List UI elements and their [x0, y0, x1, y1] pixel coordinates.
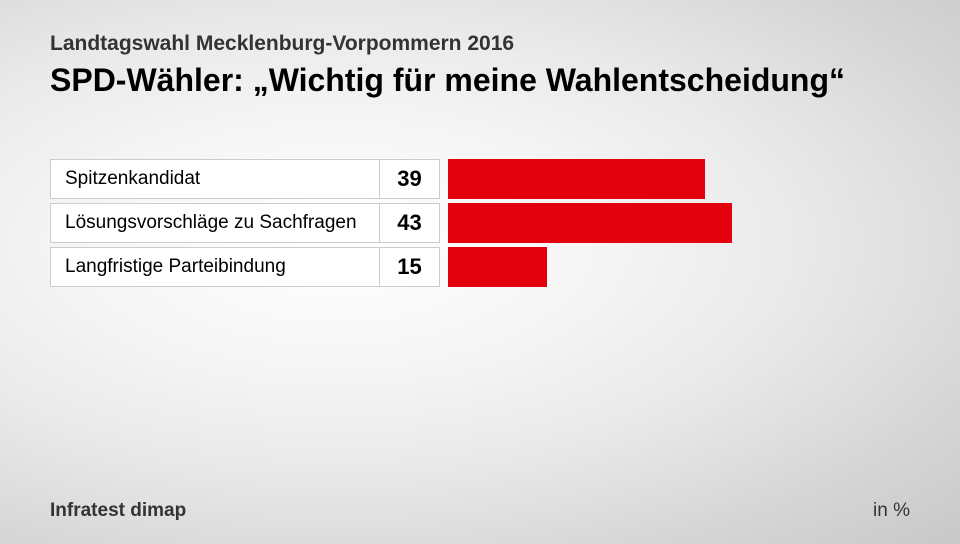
bar-area [448, 159, 910, 199]
row-label: Langfristige Parteibindung [50, 247, 380, 287]
row-value: 15 [380, 247, 440, 287]
bar [448, 203, 732, 243]
row-label: Spitzenkandidat [50, 159, 380, 199]
chart-footer: Infratest dimap in % [50, 500, 910, 522]
bar-chart: Spitzenkandidat 39 Lösungsvorschläge zu … [50, 159, 910, 287]
bar-area [448, 203, 910, 243]
row-value: 43 [380, 203, 440, 243]
chart-supertitle: Landtagswahl Mecklenburg-Vorpommern 2016 [50, 32, 910, 56]
bar [448, 159, 705, 199]
row-label: Lösungsvorschläge zu Sachfragen [50, 203, 380, 243]
chart-title: SPD-Wähler: „Wichtig für meine Wahlentsc… [50, 62, 910, 99]
row-value: 39 [380, 159, 440, 199]
chart-row: Spitzenkandidat 39 [50, 159, 910, 199]
unit-label: in % [873, 500, 910, 522]
chart-container: Landtagswahl Mecklenburg-Vorpommern 2016… [0, 0, 960, 544]
chart-row: Langfristige Parteibindung 15 [50, 247, 910, 287]
bar-area [448, 247, 910, 287]
chart-row: Lösungsvorschläge zu Sachfragen 43 [50, 203, 910, 243]
source-label: Infratest dimap [50, 500, 186, 522]
bar [448, 247, 547, 287]
